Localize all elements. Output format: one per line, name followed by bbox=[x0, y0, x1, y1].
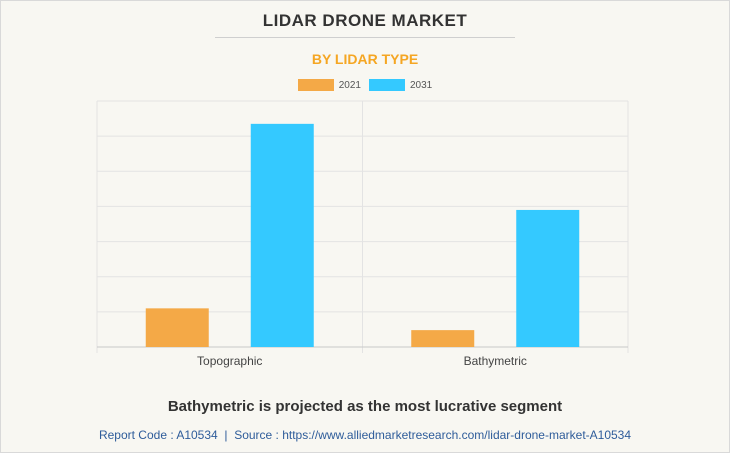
legend-item-2021[interactable]: 2021 bbox=[297, 79, 361, 91]
legend-label-2031: 2031 bbox=[410, 79, 433, 91]
bar-bathymetric-2031 bbox=[516, 209, 580, 347]
source-link[interactable]: Source : https://www.alliedmarketresearc… bbox=[234, 428, 632, 442]
legend-swatch-2031 bbox=[369, 79, 405, 91]
title-divider bbox=[215, 37, 515, 38]
bar-bathymetric-2021 bbox=[411, 330, 475, 347]
report-code: Report Code : A10534 bbox=[98, 428, 218, 442]
bar-topographic-2031 bbox=[250, 123, 314, 347]
source-line: Report Code : A10534 | Source : https://… bbox=[0, 428, 730, 442]
legend-label-2021: 2021 bbox=[338, 79, 361, 91]
x-tick-label: Topographic bbox=[197, 354, 262, 368]
chart-title: LIDAR DRONE MARKET bbox=[262, 11, 468, 30]
source-separator: | bbox=[224, 428, 228, 442]
legend-item-2031[interactable]: 2031 bbox=[369, 79, 432, 91]
chart-subtitle: BY LIDAR TYPE bbox=[311, 51, 419, 67]
chart-headline: Bathymetric is projected as the most luc… bbox=[167, 398, 563, 415]
bar-topographic-2021 bbox=[145, 308, 209, 347]
legend-swatch-2021 bbox=[297, 79, 334, 91]
legend: 2021 2031 bbox=[0, 79, 730, 91]
x-tick-label: Bathymetric bbox=[464, 354, 527, 368]
